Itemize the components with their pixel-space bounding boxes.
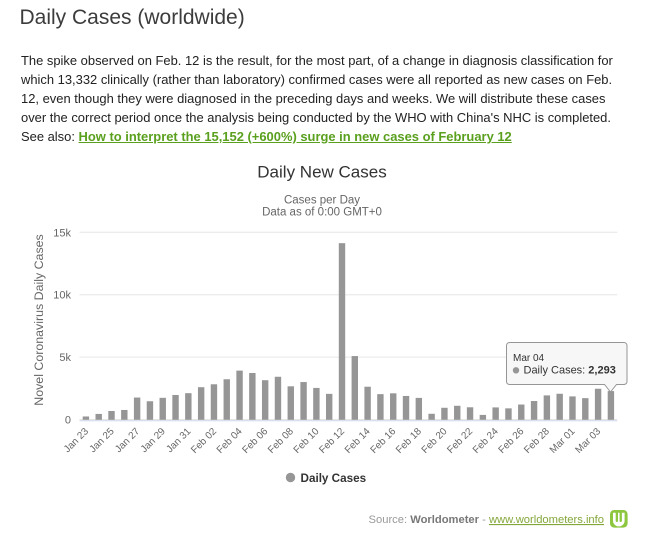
svg-text:Feb 26: Feb 26 xyxy=(497,426,527,456)
svg-text:Feb 22: Feb 22 xyxy=(445,426,475,456)
svg-text:10k: 10k xyxy=(53,290,71,302)
svg-text:Jan 25: Jan 25 xyxy=(88,426,117,455)
svg-text:15k: 15k xyxy=(53,227,71,239)
svg-text:Jan 27: Jan 27 xyxy=(113,426,142,455)
svg-text:Mar 04: Mar 04 xyxy=(513,353,545,364)
svg-text:5k: 5k xyxy=(59,352,71,364)
svg-text:Mar 03: Mar 03 xyxy=(573,426,603,456)
svg-text:Feb 10: Feb 10 xyxy=(292,426,322,456)
svg-text:Feb 14: Feb 14 xyxy=(343,426,373,456)
svg-text:Feb 24: Feb 24 xyxy=(471,426,501,456)
svg-text:Feb 04: Feb 04 xyxy=(215,426,245,456)
svg-text:Feb 02: Feb 02 xyxy=(189,426,219,456)
svg-text:Cases per Day: Cases per Day xyxy=(284,195,360,207)
svg-text:Jan 31: Jan 31 xyxy=(164,426,193,455)
svg-text:Feb 18: Feb 18 xyxy=(394,426,424,456)
svg-text:Feb 16: Feb 16 xyxy=(369,426,399,456)
svg-text:Feb 12: Feb 12 xyxy=(317,426,347,456)
svg-text:Daily Cases: Daily Cases xyxy=(301,472,367,485)
svg-text:Daily New Cases: Daily New Cases xyxy=(257,163,386,182)
svg-text:Feb 28: Feb 28 xyxy=(522,426,552,456)
svg-text:Feb 06: Feb 06 xyxy=(240,426,270,456)
svg-text:Feb 08: Feb 08 xyxy=(266,426,296,456)
svg-text:Data as of 0:00 GMT+0: Data as of 0:00 GMT+0 xyxy=(262,207,382,219)
svg-text:Jan 29: Jan 29 xyxy=(139,426,168,455)
svg-text:Novel Coronavirus Daily Cases: Novel Coronavirus Daily Cases xyxy=(32,234,46,405)
svg-text:Feb 20: Feb 20 xyxy=(420,426,450,456)
svg-text:Source: Worldometer - www.worl: Source: Worldometer - www.worldometers.i… xyxy=(369,514,604,526)
svg-text:Jan 23: Jan 23 xyxy=(62,426,91,455)
svg-text:Daily Cases: 2,293: Daily Cases: 2,293 xyxy=(524,365,616,377)
svg-text:Mar 01: Mar 01 xyxy=(548,426,578,456)
svg-text:0: 0 xyxy=(65,415,71,427)
